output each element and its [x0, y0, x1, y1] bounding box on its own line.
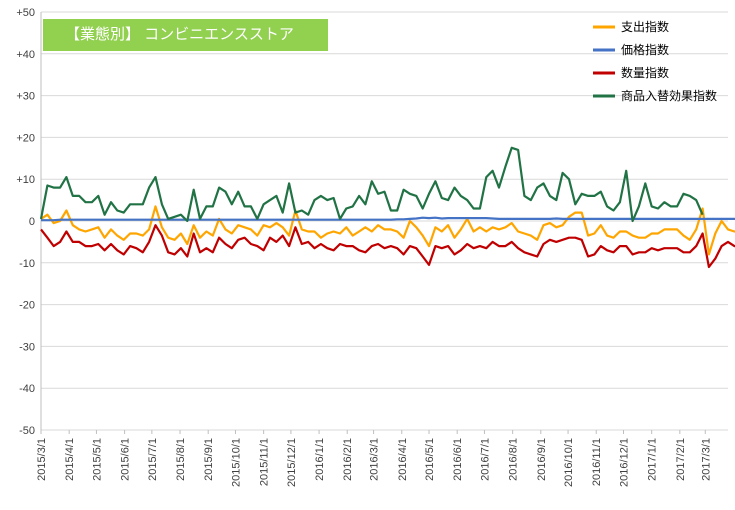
- y-tick-label: -40: [19, 383, 35, 395]
- x-tick-label: 2017/2/1: [675, 438, 687, 481]
- x-tick-label: 2017/1/1: [647, 438, 659, 481]
- x-tick-label: 2016/3/1: [369, 438, 381, 481]
- gridlines: [41, 11, 728, 431]
- series-lines: [39, 146, 735, 269]
- legend-label-3: 商品入替効果指数: [621, 88, 717, 103]
- x-tick-label: 2015/7/1: [147, 438, 159, 481]
- series-line-2: [40, 224, 735, 269]
- x-tick-label: 2016/4/1: [397, 438, 409, 481]
- x-tick-label: 2016/8/1: [508, 438, 520, 481]
- y-tick-label: +10: [16, 174, 35, 186]
- legend-label-0: 支出指数: [621, 19, 669, 34]
- x-tick-label: 2016/2/1: [342, 438, 354, 481]
- y-tick-label: +20: [16, 132, 35, 144]
- y-tick-label: -20: [19, 300, 35, 312]
- y-tick-label: +50: [16, 7, 35, 19]
- x-tick-label: 2015/6/1: [120, 438, 132, 481]
- x-tick-label: 2015/3/1: [36, 438, 48, 481]
- x-tick-label: 2016/1/1: [314, 438, 326, 481]
- x-tick-label: 2015/8/1: [175, 438, 187, 481]
- x-tick-label: 2015/5/1: [91, 438, 103, 481]
- x-tick-label: 2015/12/1: [286, 438, 298, 487]
- series-line-3: [39, 146, 704, 223]
- y-tick-label: 0: [29, 216, 35, 228]
- y-tick-label: -50: [19, 425, 35, 437]
- x-tick-label: 2016/12/1: [618, 438, 630, 487]
- x-tick-label: 2017/3/1: [700, 438, 712, 481]
- x-tick-label: 2016/7/1: [479, 438, 491, 481]
- legend-label-2: 数量指数: [621, 65, 669, 80]
- x-tick-label: 2015/10/1: [230, 438, 242, 487]
- x-tick-label: 2016/11/1: [591, 438, 603, 486]
- x-tick-label: 2016/5/1: [424, 438, 436, 481]
- legend-label-1: 価格指数: [621, 42, 669, 57]
- x-axis: 2015/3/1 2015/4/1 2015/5/1 2015/6/1 2015/7/1…: [36, 430, 712, 487]
- x-tick-label: 2016/6/1: [452, 438, 464, 481]
- x-tick-label: 2016/10/1: [563, 438, 575, 487]
- series-line-0: [40, 205, 735, 256]
- y-tick-label: +30: [16, 91, 35, 103]
- y-tick-label: -30: [19, 341, 35, 353]
- x-tick-label: 2015/4/1: [64, 438, 76, 481]
- chart-title: 【業態別】 コンビニエンスストア: [43, 19, 328, 51]
- y-tick-label: +40: [16, 49, 35, 61]
- x-tick-label: 2015/11/1: [259, 438, 271, 486]
- x-tick-label: 2016/9/1: [536, 438, 548, 481]
- y-axis: +50 +40 +30 +20 +10 0 -10 -20 -30 -40 -50: [16, 7, 42, 437]
- y-tick-label: -10: [19, 258, 35, 270]
- x-tick-label: 2015/9/1: [203, 438, 215, 481]
- series-line-1: [41, 216, 735, 222]
